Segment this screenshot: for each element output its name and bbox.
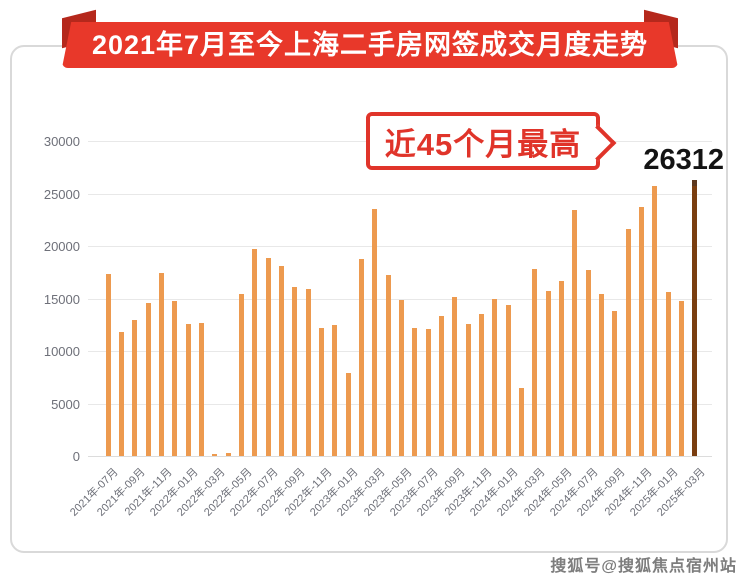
bar-2024-03[interactable] <box>532 268 538 456</box>
gridline-0 <box>88 456 712 457</box>
bar-2022-04[interactable] <box>225 452 231 456</box>
bar-2022-01[interactable] <box>185 323 191 456</box>
bar-2022-10[interactable] <box>305 289 311 456</box>
bar-2022-11[interactable] <box>319 327 325 456</box>
bar-2022-02[interactable] <box>199 323 205 456</box>
gridline-15000 <box>88 298 712 300</box>
bar-2024-11[interactable] <box>639 207 645 456</box>
bar-2025-02[interactable] <box>679 300 685 456</box>
bar-2022-05[interactable] <box>239 293 245 456</box>
bar-2021-11[interactable] <box>159 272 165 456</box>
sohu-watermark: 搜狐号@搜狐焦点宿州站 <box>550 558 737 575</box>
bar-2024-01[interactable] <box>505 305 511 456</box>
bar-2021-07[interactable] <box>105 274 111 456</box>
bar-2024-09[interactable] <box>612 311 618 456</box>
bar-2022-06[interactable] <box>252 249 258 456</box>
bar-2022-12[interactable] <box>332 324 338 456</box>
bar-2024-08[interactable] <box>599 293 605 456</box>
bar-2025-03[interactable] <box>692 179 698 456</box>
bar-2023-03[interactable] <box>372 208 378 456</box>
bar-2021-10[interactable] <box>145 302 151 456</box>
bar-2021-09[interactable] <box>132 319 138 456</box>
bar-2024-02[interactable] <box>519 387 525 456</box>
bar-2023-04[interactable] <box>385 275 391 456</box>
bar-2023-11[interactable] <box>479 314 485 456</box>
bar-2022-08[interactable] <box>279 265 285 456</box>
bar-2023-02[interactable] <box>359 258 365 456</box>
bar-2023-05[interactable] <box>399 300 405 456</box>
bar-2023-01[interactable] <box>345 373 351 456</box>
y-axis-label-30000: 30000 <box>43 134 80 149</box>
bar-2023-12[interactable] <box>492 298 498 456</box>
bar-2024-04[interactable] <box>545 291 551 456</box>
bar-2023-07[interactable] <box>425 329 431 456</box>
gridline-25000 <box>88 193 712 195</box>
bar-2023-06[interactable] <box>412 327 418 456</box>
y-axis-label-10000: 10000 <box>43 344 80 359</box>
y-axis-label-0: 0 <box>72 449 80 464</box>
bar-2024-07[interactable] <box>585 270 591 456</box>
y-axis-label-5000: 5000 <box>51 396 80 412</box>
bar-2024-10[interactable] <box>625 228 631 456</box>
highlight-bar-cap <box>692 179 698 186</box>
chart-title-ribbon: 2021年7月至今上海二手房网签成交月度走势 <box>61 22 679 68</box>
bar-2022-03[interactable] <box>212 454 218 456</box>
x-axis-label-2025年-03月: 2025年-03月 <box>654 466 708 519</box>
bar-2022-09[interactable] <box>292 286 298 456</box>
bar-2023-08[interactable] <box>439 315 445 456</box>
bar-2024-12[interactable] <box>652 186 658 456</box>
bar-2021-08[interactable] <box>119 332 125 456</box>
bar-2024-05[interactable] <box>559 281 565 456</box>
peak-callout-text: 近45个月最高 <box>384 126 582 162</box>
bar-2023-10[interactable] <box>465 323 471 456</box>
bar-2021-12[interactable] <box>172 300 178 456</box>
bar-2024-06[interactable] <box>572 209 578 456</box>
peak-value-label: 26312 <box>643 144 724 176</box>
gridline-20000 <box>88 246 712 247</box>
y-axis-label-20000: 20000 <box>43 239 80 254</box>
bar-2025-01[interactable] <box>665 291 671 456</box>
bar-2023-09[interactable] <box>452 296 458 456</box>
bar-2022-07[interactable] <box>265 257 271 456</box>
y-axis-label-15000: 15000 <box>43 291 80 307</box>
peak-callout-bubble: 近45个月最高 <box>366 112 617 170</box>
y-axis-label-25000: 25000 <box>43 186 80 202</box>
